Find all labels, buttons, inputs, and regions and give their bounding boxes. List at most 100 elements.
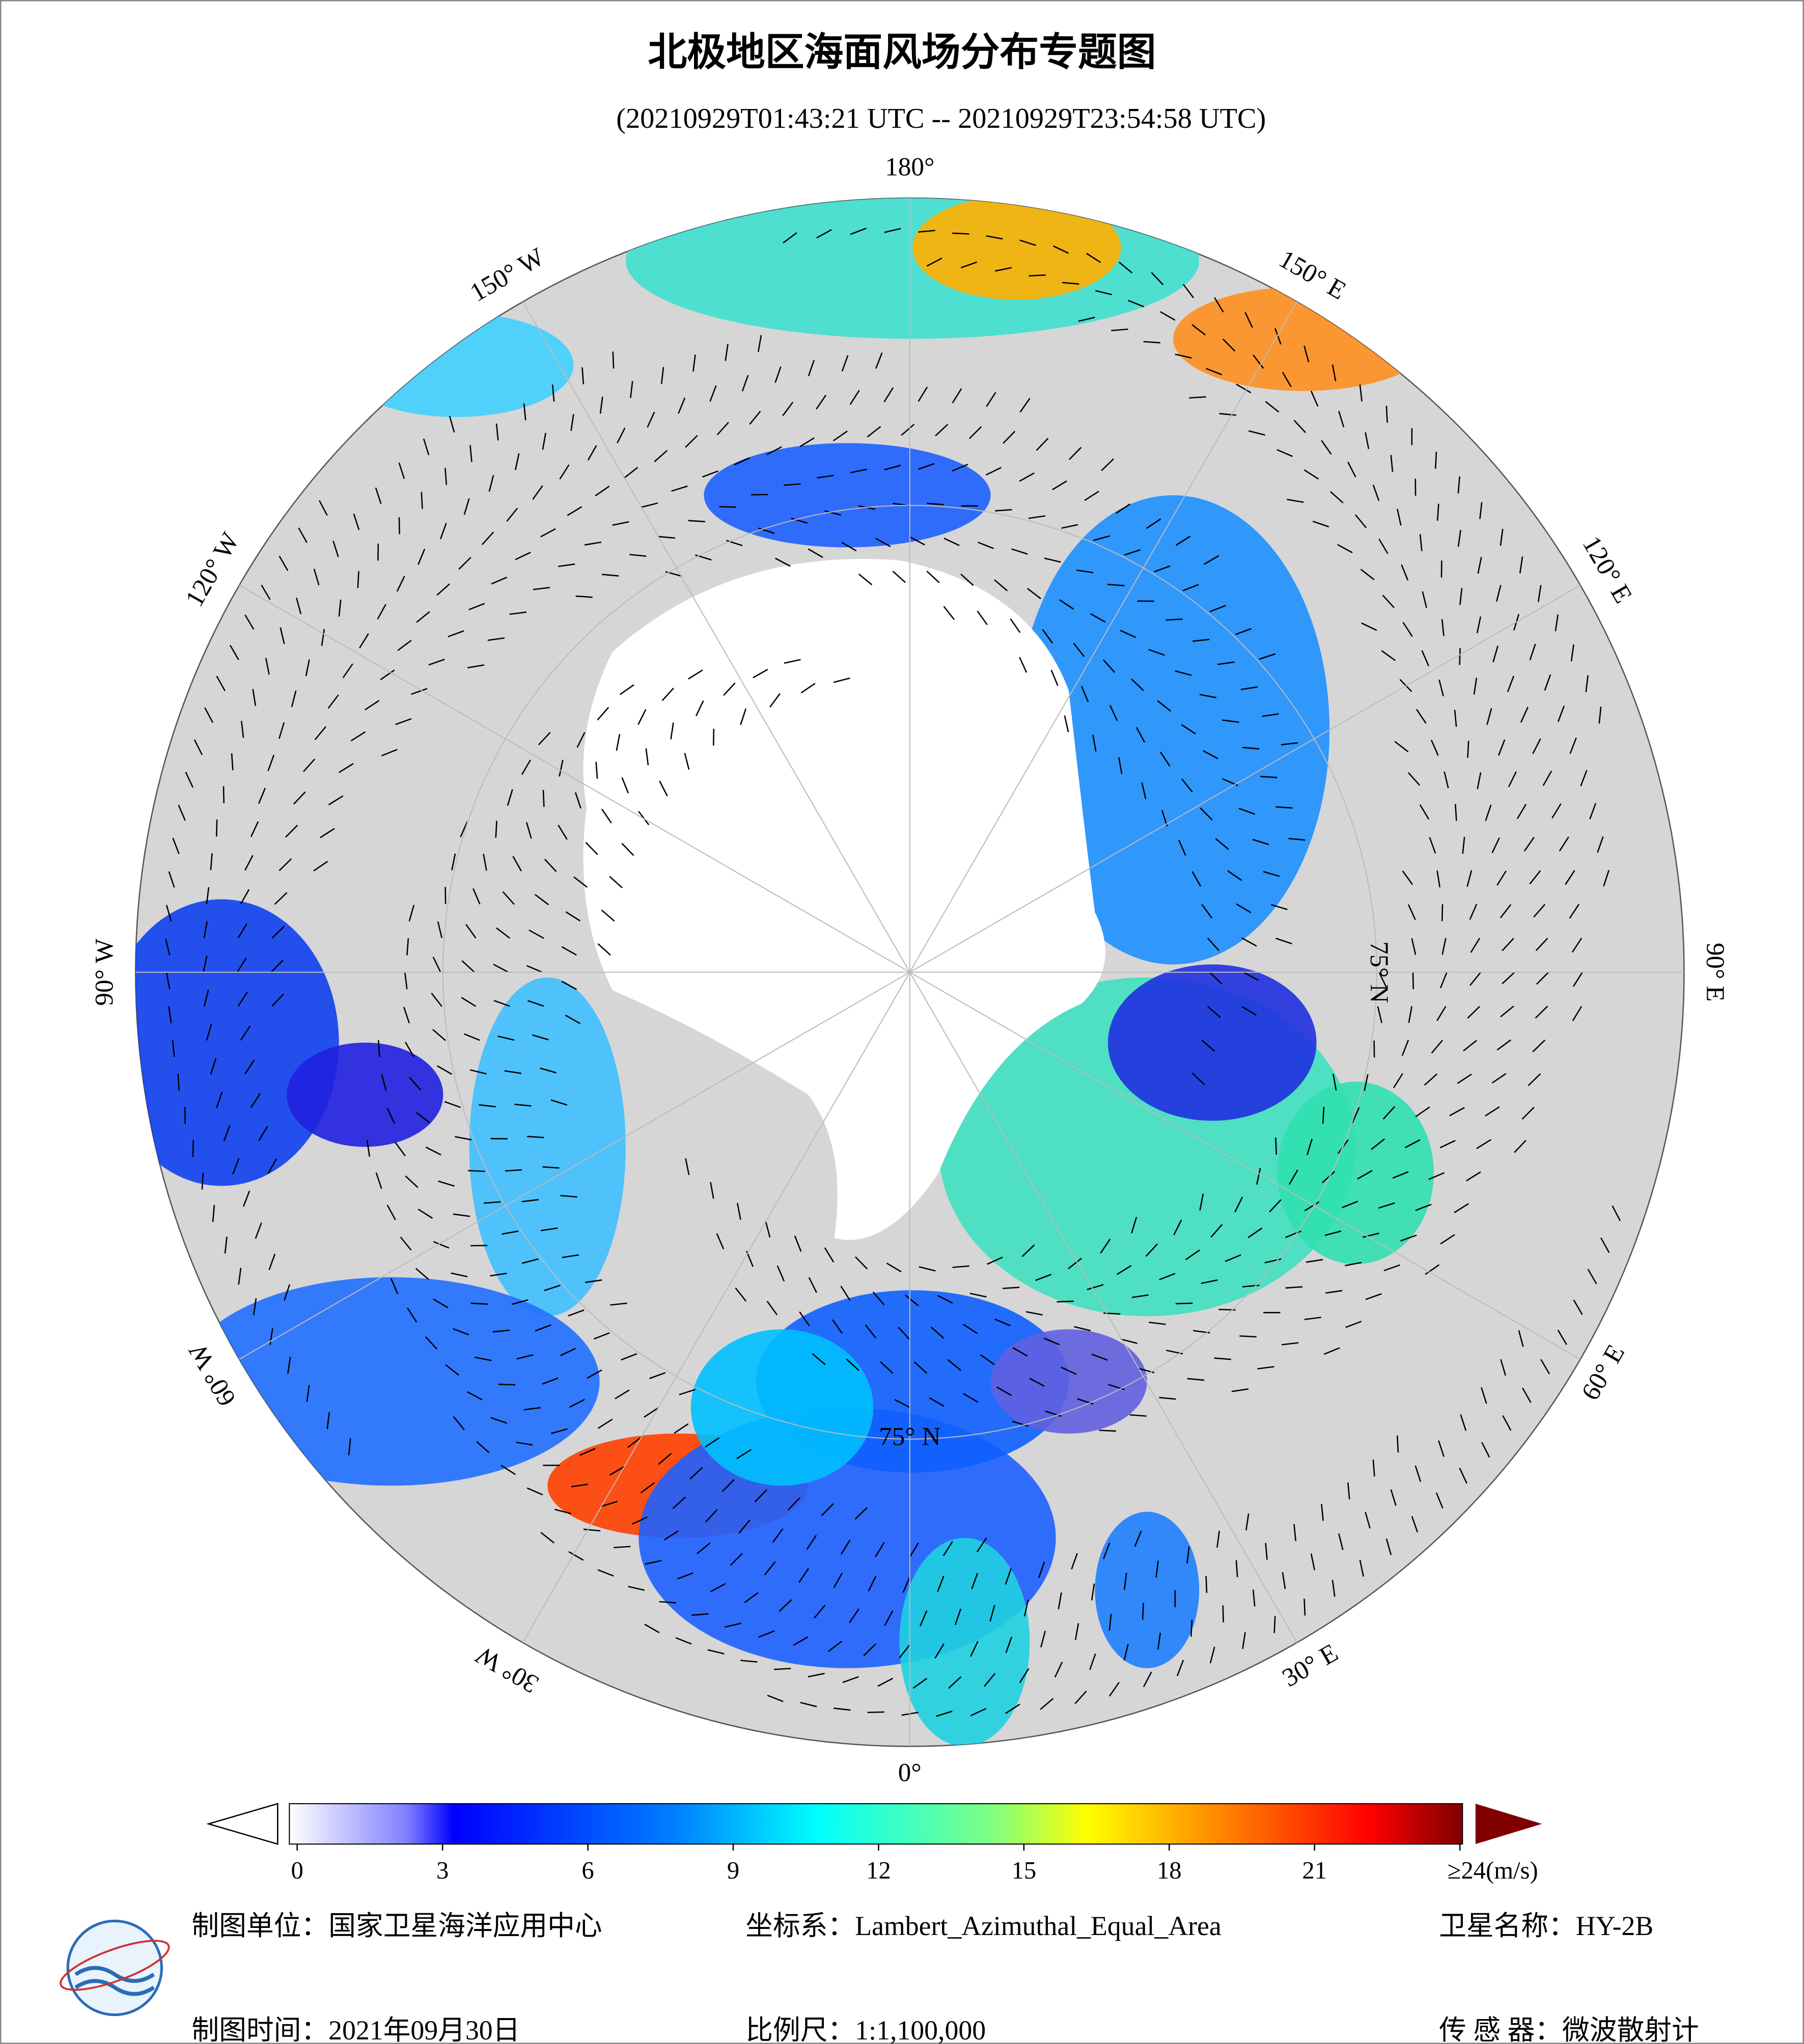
wind-arrow xyxy=(593,1332,610,1340)
wind-arrow xyxy=(779,1599,792,1612)
wind-arrow xyxy=(1157,700,1172,712)
wind-arrow xyxy=(784,659,801,664)
wind-arrow xyxy=(511,1299,529,1305)
wind-arrow xyxy=(1207,937,1219,951)
wind-arrow xyxy=(968,426,982,439)
logo-circle xyxy=(66,1919,163,2017)
wind-arrow xyxy=(1351,1107,1360,1124)
wind-arrow xyxy=(1440,1234,1455,1245)
wind-arrow xyxy=(540,1067,557,1074)
wind-arrow xyxy=(1103,1312,1121,1315)
wind-arrow xyxy=(1235,1560,1238,1577)
wind-arrow xyxy=(1285,1230,1301,1238)
wind-arrow xyxy=(1288,1169,1298,1185)
wind-arrow xyxy=(936,1711,953,1717)
wind-arrow xyxy=(397,639,412,651)
wind-arrow xyxy=(1205,1576,1208,1593)
wind-arrow xyxy=(609,876,623,888)
wind-arrow xyxy=(1485,804,1492,821)
wind-arrow xyxy=(1338,1533,1344,1550)
wind-arrow xyxy=(960,261,978,269)
wind-arrow xyxy=(1540,1359,1550,1375)
wind-arrows xyxy=(165,228,1621,1717)
wind-arrow xyxy=(616,734,621,751)
wind-arrow xyxy=(986,1256,1003,1265)
wind-arrow xyxy=(1331,364,1337,381)
wind-arrow xyxy=(565,911,581,921)
wind-arrow xyxy=(1421,650,1430,666)
wind-arrow xyxy=(1293,419,1307,433)
wind-arrow xyxy=(1005,1636,1013,1654)
wind-arrow xyxy=(1469,904,1478,920)
wind-arrow xyxy=(1263,871,1280,877)
wind-arrow xyxy=(244,855,254,871)
wind-arrow xyxy=(1100,1239,1111,1254)
wind-arrow xyxy=(597,707,609,721)
wind-arrow xyxy=(735,1287,747,1302)
wind-arrow xyxy=(867,426,881,438)
meridian xyxy=(239,971,910,1360)
wind-arrow xyxy=(833,677,850,683)
wind-arrow xyxy=(1120,630,1136,638)
wind-arrow xyxy=(1262,713,1279,717)
wind-arrow xyxy=(1331,1580,1336,1597)
wind-arrow xyxy=(597,1418,613,1429)
wind-arrow xyxy=(963,1393,979,1403)
logo xyxy=(60,1919,170,2017)
wind-arrow xyxy=(1052,480,1067,491)
wind-arrow xyxy=(1061,1366,1077,1375)
wind-arrow xyxy=(1585,675,1589,692)
wind-arrow xyxy=(1204,555,1219,565)
wind-arrow xyxy=(1118,757,1123,774)
wind-arrow xyxy=(702,470,718,478)
wind-arrow xyxy=(433,1241,450,1249)
wind-arrow xyxy=(1052,245,1069,254)
wind-arrow xyxy=(460,821,468,837)
wind-arrow xyxy=(659,780,668,797)
wind-arrow xyxy=(1108,1613,1112,1631)
wind-arrow xyxy=(348,1438,351,1455)
wind-arrow xyxy=(1377,1006,1382,1023)
wind-arrow xyxy=(1402,871,1413,885)
wind-arrow xyxy=(1360,569,1375,580)
wind-arrow xyxy=(380,669,395,681)
wind-arrow xyxy=(628,1586,645,1591)
wind-arrow xyxy=(165,938,171,956)
wind-arrow xyxy=(909,1543,919,1558)
wind-arrow xyxy=(313,569,320,585)
wind-arrow xyxy=(942,1541,953,1556)
wind-arrow xyxy=(1496,1039,1511,1051)
wind-arrow xyxy=(1264,1258,1282,1264)
wind-arrow xyxy=(875,352,883,369)
colorbar-tick-label: 6 xyxy=(581,1857,594,1884)
wind-arrow xyxy=(793,1636,809,1646)
wind-arrow xyxy=(840,1285,851,1301)
wind-arrow xyxy=(705,1509,718,1523)
wind-arrow xyxy=(210,1058,217,1075)
meridian xyxy=(909,301,1298,973)
wind-arrow xyxy=(1371,1138,1385,1150)
wind-arrow xyxy=(1345,1262,1362,1267)
wind-arrow xyxy=(584,541,602,546)
wind-arrow xyxy=(1068,1257,1083,1270)
wind-arrow xyxy=(1310,390,1319,407)
wind-arrow xyxy=(1231,1388,1249,1392)
wind-arrow xyxy=(406,938,409,956)
wind-arrow xyxy=(250,1093,261,1108)
wind-arrow xyxy=(560,1195,577,1198)
wind-arrow xyxy=(800,683,816,694)
wind-arrow xyxy=(439,523,447,540)
wind-arrow xyxy=(405,1175,419,1188)
wind-arrow xyxy=(952,232,969,235)
wind-arrow xyxy=(428,658,445,666)
wind-arrow xyxy=(528,1000,544,1007)
wind-arrow xyxy=(1019,472,1035,482)
wind-arrow xyxy=(1012,1347,1028,1357)
wind-arrow xyxy=(1381,650,1396,661)
wind-arrow xyxy=(1234,1196,1243,1213)
wind-arrow xyxy=(751,494,768,496)
wind-arrow xyxy=(854,1256,868,1270)
wind-arrow xyxy=(725,344,729,361)
wind-arrow xyxy=(947,1359,961,1371)
wind-arrow xyxy=(1257,1366,1274,1370)
